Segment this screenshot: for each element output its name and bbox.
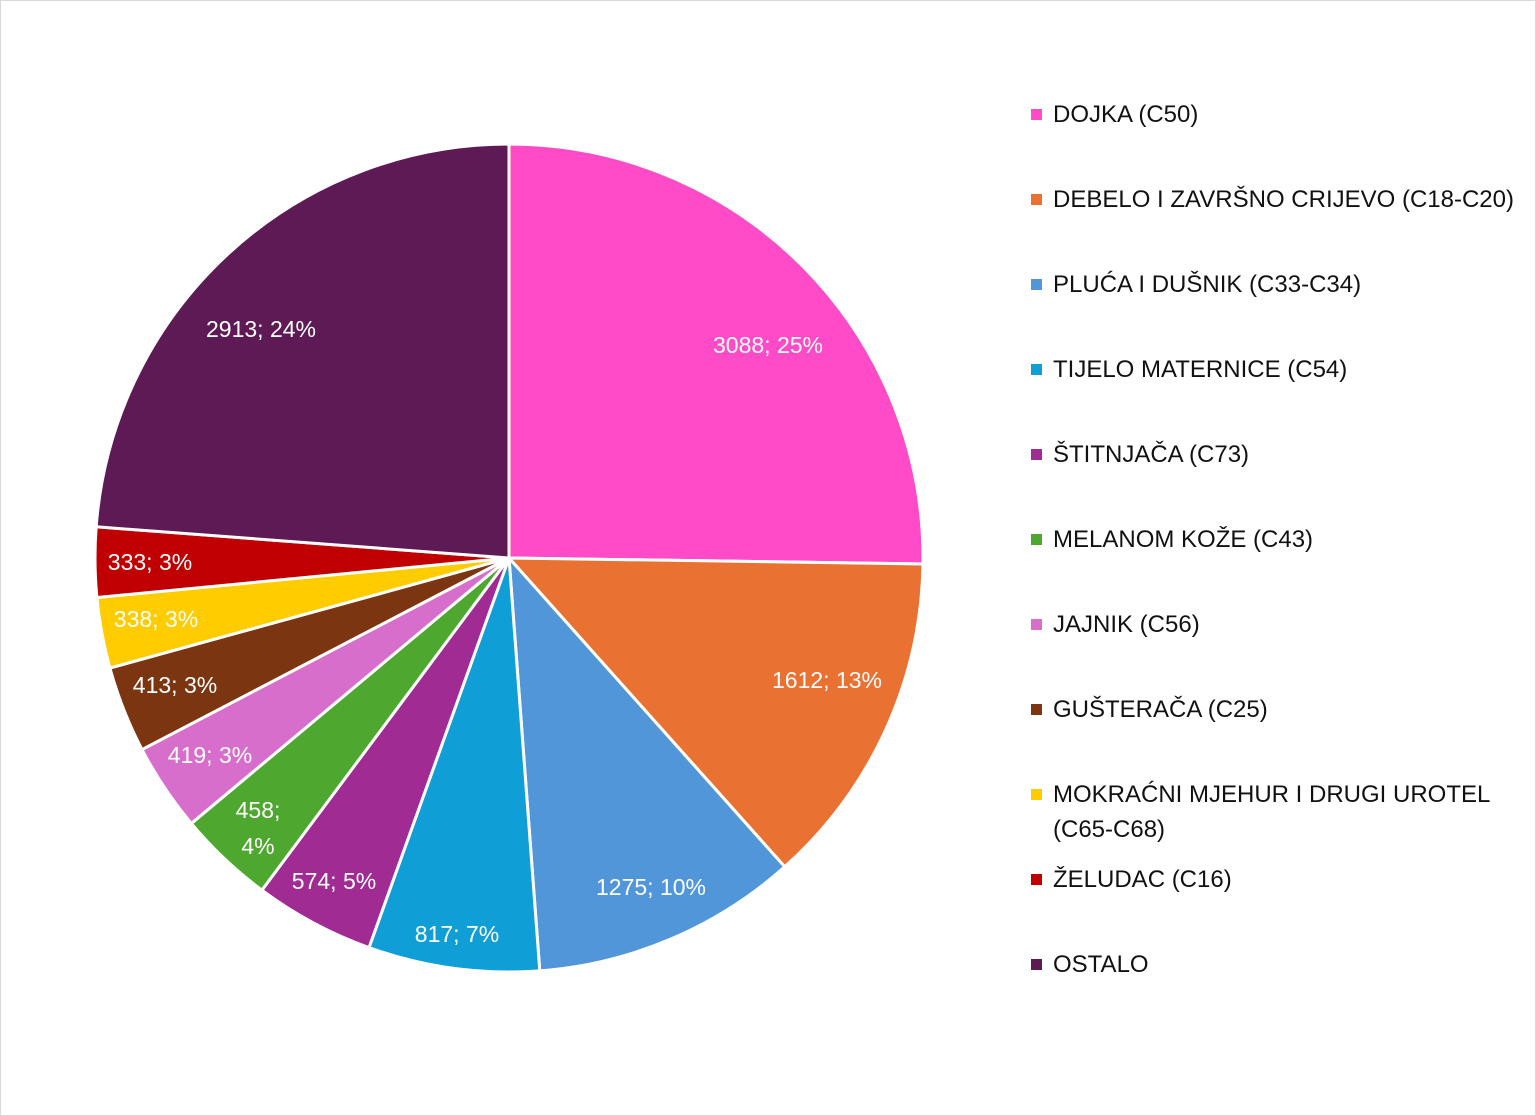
legend-swatch <box>1031 874 1042 885</box>
legend-label: JAJNIK (C56) <box>1053 611 1200 638</box>
legend-item: TIJELO MATERNICE (C54) <box>1031 352 1347 387</box>
data-label: 1612; 13% <box>772 667 882 693</box>
data-label: 458; 4% <box>236 797 281 859</box>
legend-swatch <box>1031 789 1042 800</box>
legend-label: OSTALO <box>1053 951 1149 978</box>
legend-item: DEBELO I ZAVRŠNO CRIJEVO (C18-C20) <box>1031 182 1514 217</box>
legend-swatch <box>1031 959 1042 970</box>
legend-swatch <box>1031 194 1042 205</box>
pie-slice <box>367 557 542 974</box>
legend-swatch <box>1031 364 1042 375</box>
legend-swatch <box>1031 534 1042 545</box>
legend-swatch <box>1031 449 1042 460</box>
data-label: 2913; 24% <box>206 316 316 342</box>
legend-label: TIJELO MATERNICE (C54) <box>1053 356 1348 383</box>
legend-item: GUŠTERAČA (C25) <box>1031 692 1268 727</box>
data-label: 3088; 25% <box>713 332 823 358</box>
data-label: 333; 3% <box>108 549 192 575</box>
pie-slice <box>507 553 787 973</box>
legend-swatch <box>1031 279 1042 290</box>
legend-item: PLUĆA I DUŠNIK (C33-C34) <box>1031 267 1361 302</box>
legend-item: ŠTITNJAČA (C73) <box>1031 437 1249 472</box>
legend-item: OSTALO <box>1031 947 1149 982</box>
data-label: 338; 3% <box>114 606 198 632</box>
legend-item: MOKRAĆNI MJEHUR I DRUGI UROTEL (C65-C68) <box>1031 777 1493 847</box>
legend-label: MELANOM KOŽE (C43) <box>1053 526 1314 553</box>
data-label: 817; 7% <box>415 921 499 947</box>
legend-item: DOJKA (C50) <box>1031 97 1198 132</box>
pie-slice <box>94 142 511 560</box>
legend-item: JAJNIK (C56) <box>1031 607 1200 642</box>
data-label: 413; 3% <box>133 672 217 698</box>
legend-label: DEBELO I ZAVRŠNO CRIJEVO (C18-C20) <box>1053 186 1514 213</box>
pie-slice <box>507 142 925 566</box>
data-label: 574; 5% <box>292 868 376 894</box>
legend-label: ŠTITNJAČA (C73) <box>1053 441 1250 468</box>
legend-label: GUŠTERAČA (C25) <box>1053 696 1268 723</box>
legend-label: MOKRAĆNI MJEHUR I DRUGI UROTEL (C65-C68) <box>1053 781 1490 843</box>
legend-item: MELANOM KOŽE (C43) <box>1031 522 1313 557</box>
legend-label: PLUĆA I DUŠNIK (C33-C34) <box>1053 271 1362 298</box>
data-label: 1275; 10% <box>596 874 706 900</box>
pie-slice <box>505 556 925 869</box>
data-label: 419; 3% <box>168 742 252 768</box>
legend-swatch <box>1031 109 1042 120</box>
legend-label: DOJKA (C50) <box>1053 101 1199 128</box>
legend-label: ŽELUDAC (C16) <box>1053 866 1232 893</box>
legend-swatch <box>1031 704 1042 715</box>
legend-item: ŽELUDAC (C16) <box>1031 862 1232 897</box>
legend-swatch <box>1031 619 1042 630</box>
